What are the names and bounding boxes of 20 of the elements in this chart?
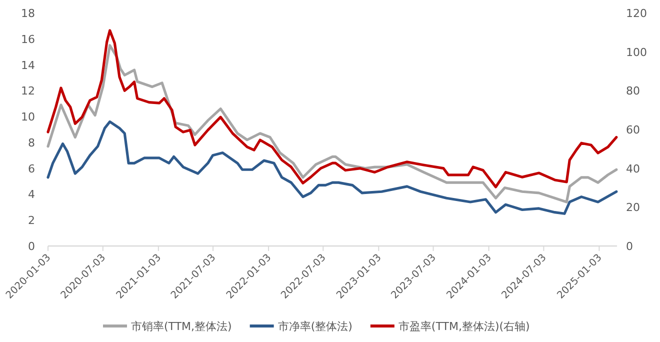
- y-tick-label: 12: [21, 84, 35, 98]
- y-tick-label: 16: [21, 32, 35, 46]
- y2-tick-label: 60: [626, 124, 640, 136]
- y-tick-label: 8: [28, 136, 35, 150]
- y-tick-label: 2: [28, 214, 35, 228]
- y2-tick-label: 80: [626, 84, 640, 98]
- y2-tick-label: 100: [626, 46, 647, 59]
- y-tick-label: 18: [21, 7, 35, 20]
- y-tick-label: 6: [28, 162, 35, 176]
- y2-tick-label: 0: [626, 240, 633, 253]
- y2-tick-label: 120: [626, 7, 647, 20]
- legend-label: 市盈率(TTM,整体法)(右轴): [398, 320, 530, 333]
- y-tick-label: 0: [28, 240, 35, 253]
- legend-label: 市净率(整体法): [278, 320, 352, 333]
- y-tick-label: 4: [28, 188, 35, 202]
- legend-label: 市销率(TTM,整体法): [131, 320, 232, 333]
- y-tick-label: 10: [21, 110, 35, 124]
- y-tick-label: 14: [21, 58, 35, 72]
- y2-tick-label: 40: [626, 162, 640, 176]
- y2-tick-label: 20: [626, 201, 640, 214]
